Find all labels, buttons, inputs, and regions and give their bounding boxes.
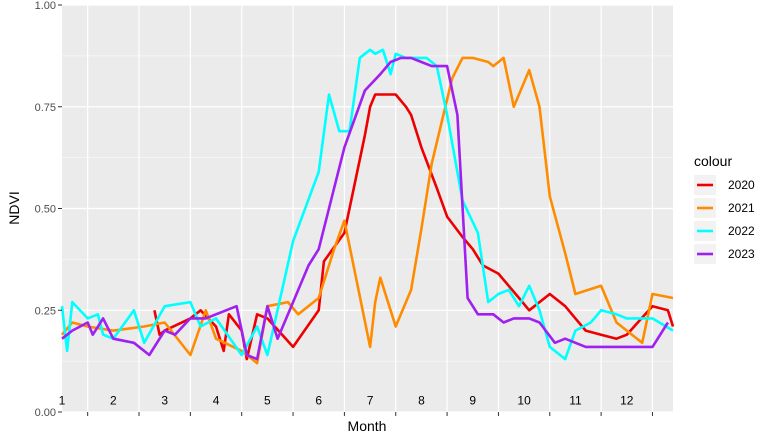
legend-label-2020: 2020 xyxy=(728,178,755,192)
series-line-2023 xyxy=(61,56,669,361)
y-tick-label: 0.25 xyxy=(35,305,56,317)
month-label: 8 xyxy=(418,394,425,408)
y-axis-title: NDVI xyxy=(6,191,22,224)
month-label: 4 xyxy=(213,394,220,408)
legend: colour 2020 2021 2022 2023 xyxy=(694,153,755,264)
month-label: 12 xyxy=(620,394,634,408)
legend-label-2022: 2022 xyxy=(728,224,755,238)
month-label: 2 xyxy=(110,394,117,408)
y-tick-label: 1.00 xyxy=(35,0,56,12)
series-line-2022 xyxy=(60,48,674,361)
y-tick-label: 0.00 xyxy=(35,407,56,419)
month-label: 11 xyxy=(569,394,582,408)
month-label: 6 xyxy=(315,394,322,408)
month-label: 7 xyxy=(367,394,374,408)
minor-gridlines xyxy=(62,55,673,362)
y-tick-label: 0.75 xyxy=(35,102,56,114)
legend-title: colour xyxy=(694,153,732,169)
month-labels: 1 2 3 4 5 6 7 8 9 10 11 12 xyxy=(59,394,634,408)
month-label: 9 xyxy=(469,394,476,408)
month-label: 5 xyxy=(264,394,271,408)
y-axis: 0.00 0.25 0.50 0.75 1.00 xyxy=(35,0,62,419)
series-line-2020 xyxy=(153,93,675,361)
x-axis-title: Month xyxy=(348,418,387,434)
x-axis xyxy=(87,412,653,416)
y-tick-label: 0.50 xyxy=(35,204,56,216)
legend-label-2021: 2021 xyxy=(728,201,755,215)
series-lines xyxy=(60,48,675,365)
month-label: 1 xyxy=(59,394,66,408)
month-label: 10 xyxy=(517,394,531,408)
month-label: 3 xyxy=(161,394,168,408)
legend-label-2023: 2023 xyxy=(728,247,755,261)
